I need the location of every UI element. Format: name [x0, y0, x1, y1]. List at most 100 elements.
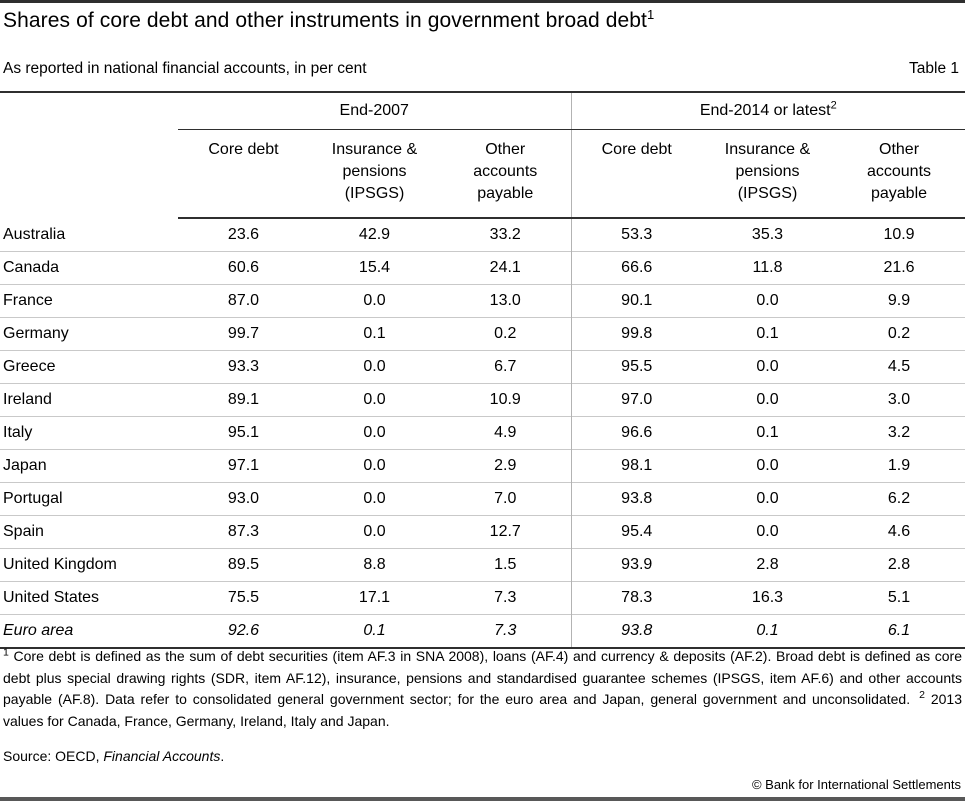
data-cell: 7.3: [440, 614, 571, 649]
data-cell: 0.0: [309, 449, 440, 483]
data-cell: 95.1: [178, 416, 309, 450]
table-number-label: Table 1: [909, 60, 959, 77]
source-suffix: .: [220, 748, 225, 764]
data-cell: 13.0: [440, 284, 571, 318]
data-cell: 15.4: [309, 251, 440, 285]
data-cell: 0.1: [702, 317, 833, 351]
data-table: End-2007 End-2014 or latest2 Core debt I…: [0, 93, 965, 649]
data-cell: 4.9: [440, 416, 571, 450]
data-cell: 0.0: [702, 383, 833, 417]
source-line: Source: OECD, Financial Accounts.: [3, 748, 224, 764]
row-label: Italy: [0, 416, 178, 450]
group-header-end-2014: End-2014 or latest2: [570, 93, 965, 130]
column-header-other-accounts-2014: Other accounts payable: [833, 129, 965, 219]
table-row: Italy 95.1 0.0 4.9 96.6 0.1 3.2: [0, 416, 965, 450]
row-label: Spain: [0, 515, 178, 549]
copyright-notice: © Bank for International Settlements: [751, 777, 961, 792]
table-row: Germany 99.7 0.1 0.2 99.8 0.1 0.2: [0, 317, 965, 351]
page-bottom-rule: [0, 797, 965, 801]
data-cell: 0.0: [309, 482, 440, 516]
data-cell: 96.6: [570, 416, 702, 450]
row-label: Canada: [0, 251, 178, 285]
data-cell: 93.0: [178, 482, 309, 516]
row-label: France: [0, 284, 178, 318]
row-label: Germany: [0, 317, 178, 351]
data-cell: 35.3: [751, 226, 784, 243]
footnote-1-marker: 1: [3, 646, 9, 659]
row-label: Ireland: [0, 383, 178, 417]
data-cell: 4.6: [833, 515, 965, 549]
group-header-row: End-2007 End-2014 or latest2: [0, 93, 965, 130]
page-title-text: Shares of core debt and other instrument…: [3, 9, 647, 32]
data-cell: 6.1: [833, 614, 965, 649]
data-cell: 6.2: [833, 482, 965, 516]
data-cell: 75.5: [178, 581, 309, 615]
data-cell: 0.0: [309, 350, 440, 384]
row-label: Euro area: [0, 614, 178, 649]
data-cell: 2.8: [702, 548, 833, 582]
data-cell: 0.1: [702, 614, 833, 649]
source-prefix: Source: OECD,: [3, 748, 104, 764]
row-label: Japan: [0, 449, 178, 483]
data-cell: 10.9: [440, 383, 571, 417]
data-cell: 24.1: [440, 251, 571, 285]
row-label: Portugal: [0, 482, 178, 516]
data-cell: 21.6: [833, 251, 965, 285]
table-row-euro-area: Euro area 92.6 0.1 7.3 93.8 0.1 6.1: [0, 614, 965, 649]
data-cell: 0.0: [702, 284, 833, 318]
data-cell: 0.0: [702, 515, 833, 549]
data-cell: 66.6: [570, 251, 702, 285]
data-cell: 10.9: [883, 226, 915, 243]
data-cell: 3.0: [833, 383, 965, 417]
data-cell: 93.9: [570, 548, 702, 582]
data-cell: 87.0: [178, 284, 309, 318]
title-footnote-marker: 1: [646, 7, 655, 22]
corner-cell: [0, 93, 178, 130]
data-cell: 53.3: [570, 218, 702, 252]
data-cell: 95.5: [570, 350, 702, 384]
page-title: Shares of core debt and other instrument…: [3, 7, 655, 33]
row-label: United Kingdom: [0, 548, 178, 582]
data-cell: 99.7: [178, 317, 309, 351]
table-row: Spain 87.3 0.0 12.7 95.4 0.0 4.6: [0, 515, 965, 549]
column-header-row: Core debt Insurance & pensions (IPSGS) O…: [0, 129, 965, 219]
data-cell: 3.2: [833, 416, 965, 450]
group-header-end-2007: End-2007: [178, 93, 571, 130]
group-header-label: End-2014 or latest: [699, 102, 831, 119]
column-header-core-debt-2014: Core debt: [570, 129, 702, 219]
data-cell: 93.8: [570, 482, 702, 516]
data-cell: 60.6: [178, 251, 309, 285]
data-cell: 93.8: [570, 614, 702, 649]
data-cell: 12.7: [440, 515, 571, 549]
data-cell: 7.0: [440, 482, 571, 516]
data-cell: 17.1: [309, 581, 440, 615]
data-cell: 0.0: [309, 416, 440, 450]
data-cell: 0.1: [702, 416, 833, 450]
data-cell: 1.5: [440, 548, 571, 582]
data-cell: 16.3: [702, 581, 833, 615]
table-row: Canada 60.6 15.4 24.1 66.6 11.8 21.6: [0, 251, 965, 285]
data-cell: 2.8: [833, 548, 965, 582]
data-cell: 97.0: [570, 383, 702, 417]
data-cell: 89.5: [178, 548, 309, 582]
data-cell: 2.9: [440, 449, 571, 483]
data-cell: 0.0: [702, 482, 833, 516]
data-cell: 1.9: [833, 449, 965, 483]
data-cell: 98.1: [570, 449, 702, 483]
table-row: United States 75.5 17.1 7.3 78.3 16.3 5.…: [0, 581, 965, 615]
table-row: United Kingdom 89.5 8.8 1.5 93.9 2.8 2.8: [0, 548, 965, 582]
data-cell: 0.0: [309, 515, 440, 549]
table-row: Portugal 93.0 0.0 7.0 93.8 0.0 6.2: [0, 482, 965, 516]
page-top-rule: [0, 0, 965, 3]
row-label: Greece: [0, 350, 178, 384]
column-header-core-debt-2007: Core debt: [178, 129, 309, 219]
column-header-other-accounts-2007: Other accounts payable: [440, 129, 571, 219]
data-cell: 0.1: [309, 614, 440, 649]
footnote-block: 1 Core debt is defined as the sum of deb…: [3, 646, 962, 732]
table-row: Australia 23.6 42.9 33.2 53.3 35.3 10.9: [0, 218, 965, 252]
data-table-container: End-2007 End-2014 or latest2 Core debt I…: [0, 91, 965, 649]
data-cell: 4.5: [833, 350, 965, 384]
data-cell: 78.3: [570, 581, 702, 615]
data-cell: 93.3: [178, 350, 309, 384]
column-header-insurance-pensions-2007: Insurance & pensions (IPSGS): [309, 129, 440, 219]
